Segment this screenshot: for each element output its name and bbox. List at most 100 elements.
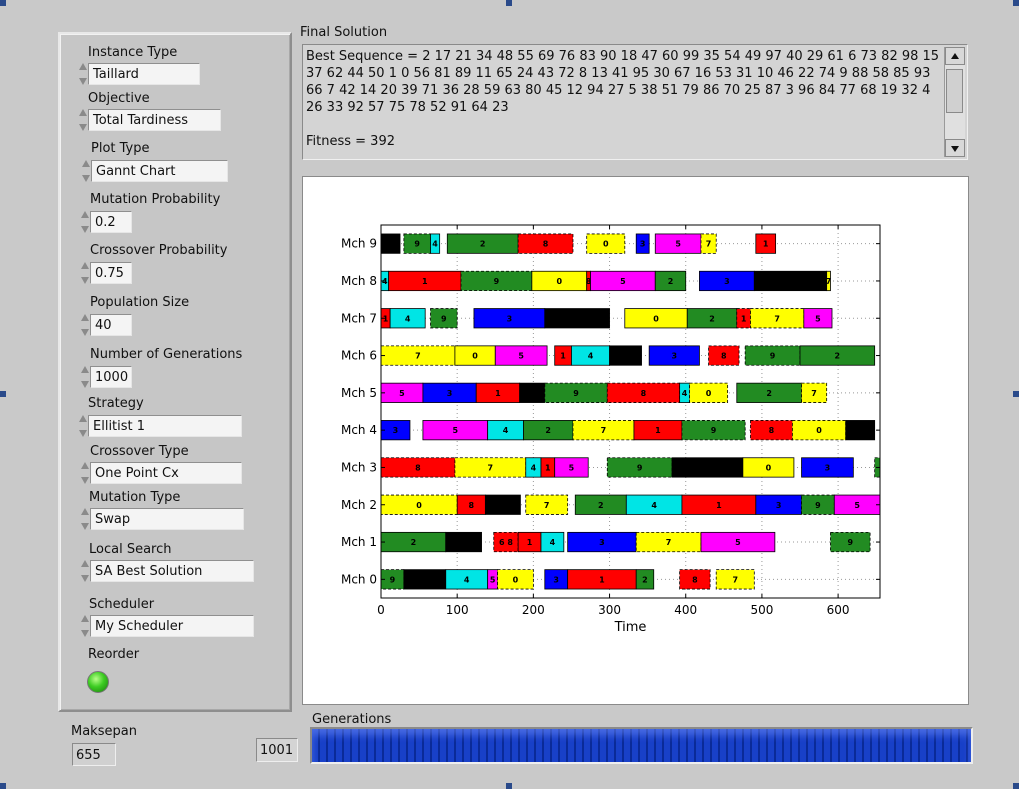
arrow-up-icon[interactable] [82,160,90,167]
gantt-bar-label: 2 [709,314,715,323]
y-tick-label: Mch 4 [341,423,377,437]
gantt-bar-label: 7 [826,277,832,286]
y-tick-label: Mch 7 [341,311,377,325]
resize-handle-top-right[interactable] [1013,0,1019,6]
arrow-up-icon[interactable] [81,508,89,515]
scroll-thumb[interactable] [946,69,963,113]
plot-type-select[interactable]: Gannt Chart [91,160,228,182]
gantt-bar-label: 4 [531,463,537,472]
resize-handle-left[interactable] [0,391,6,397]
crossover-type-spinner[interactable] [81,462,89,484]
local-search-spinner[interactable] [81,560,89,582]
scheduler-spinner[interactable] [81,615,89,637]
y-tick-label: Mch 1 [341,535,377,549]
gantt-bar [799,345,876,366]
arrow-up-icon[interactable] [79,415,87,422]
gantt-bar [715,569,755,590]
scroll-down-icon[interactable] [945,139,965,157]
gantt-bar-label: 5 [452,426,458,435]
gantt-bar-label: 7 [732,575,738,584]
reorder-led-toggle[interactable] [87,671,109,693]
objective-select[interactable]: Total Tardiness [88,109,221,131]
mutation-probability-spinner[interactable] [81,211,89,233]
arrow-up-icon[interactable] [79,109,87,116]
arrow-up-icon[interactable] [79,63,87,70]
resize-handle-bottom-left[interactable] [0,783,6,789]
gantt-bar-label: 7 [706,240,712,249]
crossover-probability-input[interactable]: 0.75 [90,262,132,284]
arrow-down-icon[interactable] [81,477,89,484]
crossover-type-select[interactable]: One Point Cx [90,462,242,484]
population-size-spinner[interactable] [81,314,89,336]
arrow-down-icon[interactable] [81,630,89,637]
instance-type-spinner[interactable] [79,63,87,85]
population-size-input[interactable]: 40 [90,314,132,336]
mutation-probability-input[interactable]: 0.2 [90,211,132,233]
gantt-bar [544,308,610,329]
arrow-down-icon[interactable] [79,78,87,85]
number-of-generations-spinner[interactable] [81,366,89,388]
crossover-probability-label: Crossover Probability [90,243,228,258]
gantt-bar [681,420,746,441]
gantt-bar-label: 7 [544,501,550,510]
gantt-bar-label: 7 [811,389,817,398]
mutation-type-select[interactable]: Swap [90,508,244,530]
resize-handle-bottom-right[interactable] [1013,783,1019,789]
resize-handle-right[interactable] [1013,391,1019,397]
gantt-bar-label: 5 [620,277,626,286]
arrow-up-icon[interactable] [81,262,89,269]
solution-scrollbar[interactable] [944,47,965,157]
arrow-down-icon[interactable] [81,329,89,336]
gantt-bar-label: 5 [490,575,496,584]
strategy-select[interactable]: Ellitist 1 [88,415,242,437]
gantt-bar [445,531,482,553]
arrow-up-icon[interactable] [81,560,89,567]
arrow-down-icon[interactable] [81,575,89,582]
arrow-down-icon[interactable] [79,124,87,131]
resize-handle-top[interactable] [506,0,512,6]
arrow-up-icon[interactable] [81,462,89,469]
arrow-down-icon[interactable] [81,381,89,388]
y-tick-label: Mch 0 [341,572,377,586]
gantt-bar-label: 3 [724,277,730,286]
scheduler-select[interactable]: My Scheduler [90,615,254,637]
gantt-bar-label: 0 [556,277,562,286]
gantt-bar-label: 3 [553,575,559,584]
gantt-bar-label: 1 [527,538,533,547]
arrow-up-icon[interactable] [81,366,89,373]
final-solution-text: Best Sequence = 2 17 21 34 48 55 69 76 8… [306,49,940,149]
arrow-down-icon[interactable] [81,277,89,284]
plot-type-spinner[interactable] [82,160,90,182]
gantt-bar [708,345,740,366]
mutation-type-spinner[interactable] [81,508,89,530]
gantt-bar-label: 0 [472,352,478,361]
arrow-down-icon[interactable] [81,226,89,233]
final-solution-textbox[interactable]: Best Sequence = 2 17 21 34 48 55 69 76 8… [302,44,968,160]
gantt-bar [654,270,687,292]
strategy-spinner[interactable] [79,415,87,437]
number-of-generations-input[interactable]: 1000 [90,366,132,388]
arrow-up-icon[interactable] [81,615,89,622]
objective-spinner[interactable] [79,109,87,131]
resize-handle-bottom[interactable] [506,783,512,789]
gantt-bar-label: 0 [513,575,519,584]
arrow-up-icon[interactable] [81,314,89,321]
instance-type-control: Taillard [79,63,200,85]
gantt-bar-label: 1 [545,463,551,472]
gantt-bar-label: 1 [716,501,722,510]
gantt-bar-label: 5 [675,240,681,249]
gantt-bar [826,270,831,292]
instance-type-select[interactable]: Taillard [88,63,200,85]
arrow-down-icon[interactable] [79,430,87,437]
crossover-probability-spinner[interactable] [81,262,89,284]
arrow-down-icon[interactable] [82,175,90,182]
scroll-up-icon[interactable] [945,47,965,65]
instance-type-label: Instance Type [88,45,178,60]
gantt-bar [700,531,776,553]
local-search-select[interactable]: SA Best Solution [90,560,254,582]
arrow-down-icon[interactable] [81,523,89,530]
arrow-up-icon[interactable] [81,211,89,218]
resize-handle-top-left[interactable] [0,0,6,6]
plot-type-control: Gannt Chart [82,160,228,182]
gantt-bar-label: 9 [637,463,643,472]
